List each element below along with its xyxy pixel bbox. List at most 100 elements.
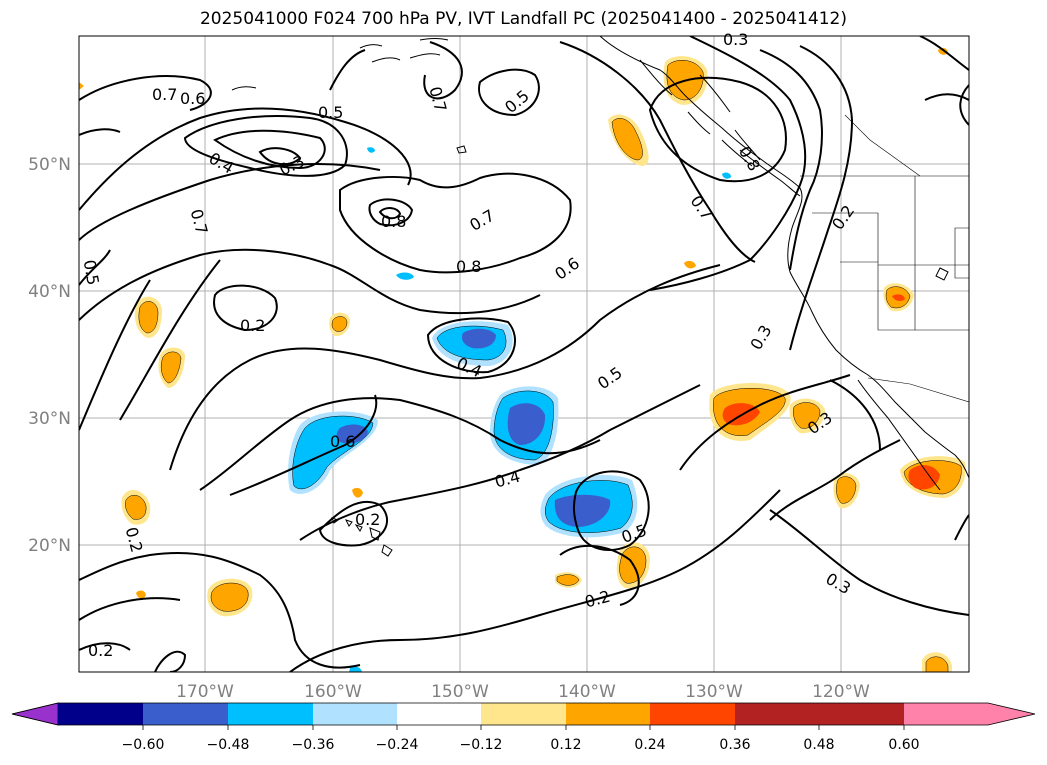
colorbar-tick-label: 0.24 [634,737,665,753]
colorbar-bin [228,703,313,725]
country-borders [800,114,969,403]
colorbar-bin [819,703,904,725]
aleutian-islands [231,38,449,91]
pv-contour [649,36,807,291]
pv-contour [769,509,969,616]
positive-anomaly-patch [793,402,821,429]
lat-label: 40°N [28,282,71,302]
vancouver-island [739,149,801,197]
positive-anomaly-patch [138,301,159,334]
pv-contour [79,163,381,241]
contour-label: 0.5 [318,103,343,122]
lon-label: 140°W [558,682,616,702]
pv-contour [954,514,969,541]
pv-contour [213,284,278,332]
pv-contour [299,384,701,541]
pv-contour [258,147,302,166]
pv-contour [79,249,111,286]
negative-anomaly-patch [462,328,496,349]
pv-contour [368,198,414,227]
pv-contour [79,75,212,111]
alaska-panhandle-islands [639,59,761,167]
positive-anomaly-patch [925,656,949,672]
pv-contour [829,379,881,451]
positive-anomaly-patch [352,487,363,498]
pv-contour [924,93,969,101]
negative-anomaly-patch [367,147,375,153]
lat-label: 20°N [28,536,71,556]
colorbar-bin [397,703,481,725]
positive-anomaly-patch [556,574,580,586]
contour-label: 0.8 [381,212,406,231]
colorbar-bin [58,703,143,725]
pv-contour [229,394,378,496]
colorbar-bin [143,703,228,725]
pv-contour [559,544,640,606]
contour-label: 0.2 [355,510,380,529]
pv-contour [759,49,823,271]
pv-contour [919,36,969,71]
positive-anomaly-patch [125,494,147,520]
positive-anomaly-patch [210,582,249,612]
state-border [914,176,969,330]
colorbar-ticks [142,725,905,730]
pv-contour [478,68,540,117]
pv-contours [79,36,969,672]
lat-label: 30°N [28,409,71,429]
pv-contour [426,317,517,374]
negative-anomaly-patch [349,666,362,672]
pv-contour [169,264,721,471]
colorbar-tick-label: −0.48 [207,737,250,753]
baja-coastline [857,379,941,491]
colorbar-outline [11,702,1036,726]
lon-label: 160°W [304,682,362,702]
positive-anomaly-patch [908,465,940,490]
north-america-coastline [599,36,969,479]
positive-anomaly-patch [684,260,696,269]
colorbar-bin [650,703,735,725]
contour-label: 0.8 [456,257,481,276]
positive-anomaly-patch [160,351,182,384]
pv-contour [79,279,151,431]
positive-anomaly-patch [79,82,84,90]
colorbar-extend-high [904,703,1035,725]
colorbar-bin [481,703,566,725]
contour-label: 0.2 [88,641,113,660]
colorbar-tick-label: 0.12 [550,737,581,753]
colorbar-bin [313,703,397,725]
pv-contour [79,551,361,669]
pv-contour [154,650,187,672]
island-outline [456,145,467,154]
state-border [812,212,969,266]
pv-contour [79,642,131,651]
colorbar: −0.60 −0.48 −0.36 −0.24 −0.12 0.12 0.24 … [11,702,1036,753]
lon-label: 170°W [176,682,234,702]
colorbar-tick-label: 0.36 [719,737,750,753]
positive-anomaly-patch [136,590,146,599]
contour-label: 0.7 [152,85,177,104]
positive-anomaly-patch [892,294,905,301]
hawaii-islands [331,517,393,557]
pv-contour [679,374,851,471]
colorbar-bin [735,703,819,725]
map-title: 2025041000 F024 700 hPa PV, IVT Landfall… [199,9,847,29]
pv-contour [318,500,389,547]
contour-label: 0.6 [330,432,355,451]
pv-contour [423,41,463,100]
pv-contour [572,470,650,551]
colorbar-tick-label: 0.48 [803,737,834,753]
pv-contour [789,45,854,351]
us-mexico-border [867,377,969,403]
pv-contour [199,397,601,491]
pv-contour [289,489,781,672]
colorbar-tick-label: −0.60 [122,737,165,753]
map-frame [78,35,970,673]
pv-contour [79,107,412,211]
pv-contour [648,76,787,183]
colorbar-bin [566,703,650,725]
state-border [840,261,969,331]
contour-label: 0.2 [240,316,265,335]
coastlines [231,36,969,557]
colorbar-tick-label: −0.24 [376,737,419,753]
